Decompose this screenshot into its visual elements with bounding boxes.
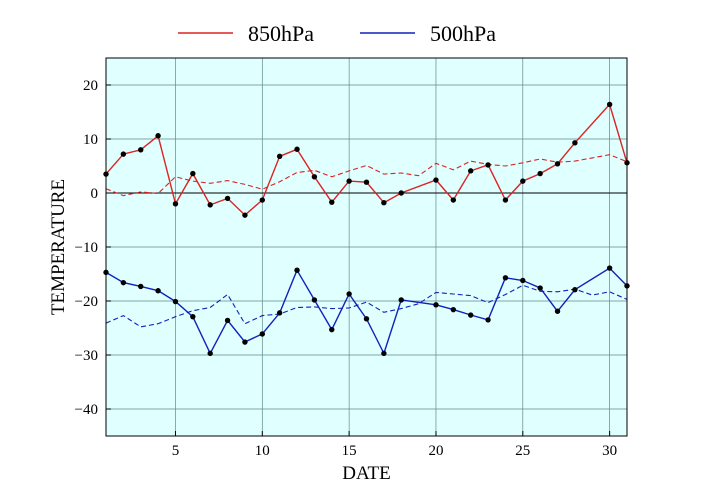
data-point-850hpa [554,161,561,167]
data-point-850hpa [346,178,352,184]
data-point-500hpa [381,350,387,357]
data-point-500hpa [294,267,300,273]
y-tick-label: 10 [83,132,98,148]
y-tick-label: −10 [75,240,98,256]
data-point-850hpa [276,153,283,159]
data-point-850hpa [294,146,300,152]
data-point-500hpa [329,326,335,333]
data-point-850hpa [224,195,231,202]
data-point-850hpa [172,201,179,207]
legend-label-850hpa: 850hPa [248,21,314,46]
x-tick-label: 10 [255,443,270,459]
series-line-dashed-3 [105,284,628,328]
y-tick-label: 20 [83,78,98,94]
data-point-500hpa [363,316,370,322]
series-layer [103,101,630,357]
x-axis-title: DATE [342,463,391,484]
data-point-500hpa [120,279,127,286]
data-point-850hpa [120,151,127,157]
data-point-500hpa [537,285,543,291]
data-point-850hpa [433,177,439,183]
data-point-850hpa [381,200,387,206]
x-tick-label: 20 [428,443,443,459]
data-point-500hpa [554,308,561,314]
x-tick-label: 30 [602,443,617,459]
data-point-500hpa [172,298,179,305]
x-tick-label: 25 [515,443,530,459]
data-point-850hpa [138,147,144,153]
data-point-850hpa [450,197,457,203]
data-point-500hpa [259,331,265,337]
data-point-850hpa [398,190,404,196]
data-point-850hpa [485,162,491,168]
data-point-500hpa [572,286,578,293]
data-point-500hpa [138,283,144,290]
data-point-500hpa [276,310,283,316]
x-tick-label: 15 [342,443,357,459]
data-point-850hpa [155,133,161,139]
data-point-850hpa [190,170,196,177]
y-tick-label: −30 [75,348,98,364]
data-point-850hpa [311,174,318,180]
data-point-500hpa [606,265,613,271]
data-point-500hpa [502,275,509,281]
legend: 850hPa 500hPa [178,21,496,46]
data-point-850hpa [537,170,543,177]
data-point-500hpa [450,306,457,313]
data-point-850hpa [242,212,248,218]
data-point-500hpa [207,350,213,357]
y-axis-title: TEMPERATURE [48,179,69,315]
data-point-850hpa [329,199,335,205]
data-point-500hpa [468,312,474,318]
data-point-850hpa [259,197,265,203]
ticks: 5 10 15 20 25 30 20 10 0 −10 −20 −30 −40 [75,78,618,459]
data-point-500hpa [520,277,526,284]
data-point-500hpa [224,317,231,324]
data-point-850hpa [468,168,474,174]
y-tick-label: −40 [75,402,98,418]
data-point-500hpa [190,313,196,320]
data-point-500hpa [485,317,491,323]
data-point-500hpa [311,297,318,303]
data-point-500hpa [433,302,439,308]
data-point-850hpa [363,179,370,185]
x-tick-label: 5 [172,443,180,459]
data-point-850hpa [606,101,613,108]
data-point-500hpa [398,297,404,303]
data-point-850hpa [207,202,213,208]
data-point-500hpa [155,288,161,294]
data-point-500hpa [346,291,352,297]
data-point-850hpa [572,140,578,146]
data-point-500hpa [242,339,248,345]
data-point-850hpa [520,178,526,184]
y-tick-label: −20 [75,294,98,310]
y-tick-label: 0 [91,186,99,202]
data-point-850hpa [502,197,509,203]
legend-label-500hpa: 500hPa [430,21,496,46]
